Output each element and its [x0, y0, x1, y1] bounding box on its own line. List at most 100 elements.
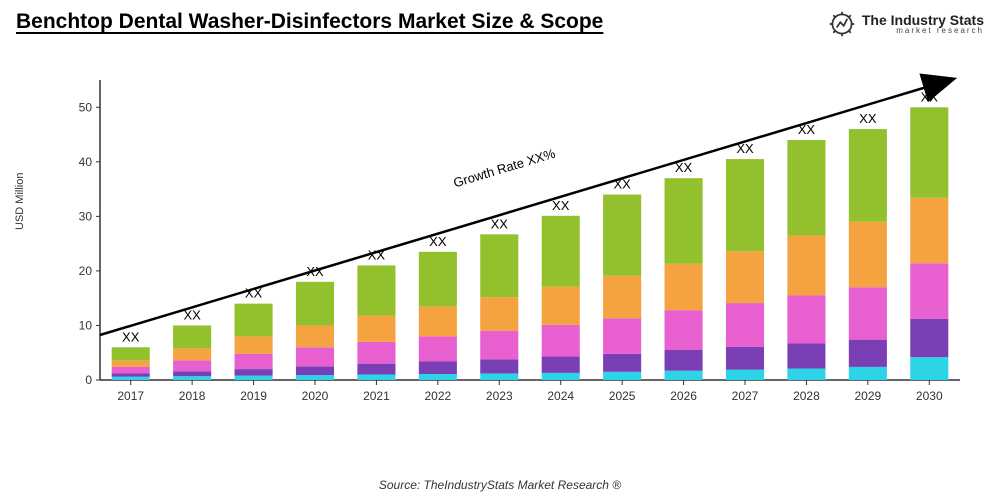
- bar-segment: [173, 376, 211, 380]
- stacked-bar-chart: 01020304050XX2017XX2018XX2019XX2020XX202…: [70, 60, 970, 420]
- x-tick-label: 2024: [547, 389, 574, 403]
- bar-segment: [665, 264, 703, 310]
- bar-segment: [173, 360, 211, 371]
- bar-segment: [665, 178, 703, 264]
- x-tick-label: 2030: [916, 389, 943, 403]
- bar-segment: [726, 303, 764, 347]
- y-tick-label: 30: [79, 209, 93, 223]
- bar-segment: [235, 336, 273, 353]
- bar-segment: [419, 361, 457, 374]
- bar-segment: [910, 263, 948, 319]
- bar-segment: [849, 287, 887, 339]
- bar-segment: [787, 343, 825, 368]
- bar-segment: [726, 251, 764, 303]
- bar-segment: [112, 367, 150, 374]
- bar-segment: [296, 282, 334, 326]
- x-tick-label: 2019: [240, 389, 267, 403]
- bar-segment: [910, 357, 948, 380]
- bar-segment: [787, 140, 825, 235]
- bar-segment: [910, 198, 948, 263]
- x-tick-label: 2017: [117, 389, 144, 403]
- bar-segment: [112, 377, 150, 380]
- bar-segment: [787, 369, 825, 380]
- source-attribution: Source: TheIndustryStats Market Research…: [0, 478, 1000, 492]
- bar-segment: [603, 318, 641, 353]
- logo-text-sub: market research: [862, 27, 984, 35]
- bar-segment: [419, 306, 457, 336]
- bar-value-label: XX: [921, 89, 939, 104]
- x-tick-label: 2023: [486, 389, 513, 403]
- bar-value-label: XX: [122, 329, 140, 344]
- bar-segment: [603, 276, 641, 319]
- bar-segment: [357, 316, 395, 342]
- bar-segment: [419, 252, 457, 307]
- bar-segment: [235, 369, 273, 376]
- bar-segment: [542, 373, 580, 380]
- bar-segment: [726, 370, 764, 380]
- bar-segment: [480, 331, 518, 359]
- bar-segment: [726, 347, 764, 370]
- bar-segment: [235, 376, 273, 380]
- bar-segment: [173, 348, 211, 360]
- bar-segment: [419, 374, 457, 380]
- growth-rate-label: Growth Rate XX%: [452, 146, 558, 191]
- bar-segment: [112, 347, 150, 360]
- x-tick-label: 2029: [855, 389, 882, 403]
- bar-segment: [603, 354, 641, 372]
- bar-segment: [235, 304, 273, 337]
- bar-segment: [849, 222, 887, 287]
- bar-segment: [603, 195, 641, 276]
- x-tick-label: 2018: [179, 389, 206, 403]
- bar-segment: [542, 325, 580, 357]
- bar-segment: [480, 234, 518, 297]
- bar-segment: [849, 367, 887, 380]
- gear-chart-icon: [828, 10, 856, 38]
- bar-segment: [357, 342, 395, 364]
- bar-segment: [296, 347, 334, 366]
- bar-segment: [849, 129, 887, 222]
- bar-segment: [910, 107, 948, 198]
- bar-segment: [480, 373, 518, 380]
- logo-text-main: The Industry Stats: [862, 13, 984, 27]
- y-tick-label: 0: [85, 373, 92, 387]
- bar-segment: [480, 297, 518, 331]
- bar-segment: [235, 354, 273, 369]
- bar-value-label: XX: [491, 216, 509, 231]
- bar-segment: [296, 375, 334, 380]
- bar-segment: [296, 325, 334, 347]
- y-tick-label: 50: [79, 100, 93, 114]
- y-tick-label: 10: [79, 318, 93, 332]
- bar-segment: [173, 325, 211, 348]
- bar-segment: [726, 159, 764, 251]
- bar-segment: [173, 371, 211, 376]
- x-tick-label: 2025: [609, 389, 636, 403]
- bar-segment: [542, 216, 580, 287]
- x-tick-label: 2021: [363, 389, 390, 403]
- y-tick-label: 40: [79, 155, 93, 169]
- bar-value-label: XX: [859, 111, 877, 126]
- bar-segment: [542, 357, 580, 373]
- header: Benchtop Dental Washer-Disinfectors Mark…: [0, 0, 1000, 38]
- bar-segment: [665, 371, 703, 380]
- bar-value-label: XX: [552, 198, 570, 213]
- page-title: Benchtop Dental Washer-Disinfectors Mark…: [16, 10, 603, 34]
- bar-segment: [849, 340, 887, 367]
- bar-segment: [665, 310, 703, 350]
- bar-segment: [357, 375, 395, 380]
- y-axis-label: USD Million: [14, 173, 26, 230]
- bar-segment: [419, 336, 457, 361]
- bar-segment: [296, 366, 334, 375]
- bar-segment: [910, 319, 948, 357]
- bar-segment: [112, 360, 150, 367]
- x-tick-label: 2020: [302, 389, 329, 403]
- bar-segment: [112, 373, 150, 376]
- x-tick-label: 2026: [670, 389, 697, 403]
- bar-segment: [665, 350, 703, 371]
- x-tick-label: 2027: [732, 389, 759, 403]
- y-tick-label: 20: [79, 264, 93, 278]
- bar-segment: [787, 235, 825, 295]
- bar-segment: [357, 265, 395, 315]
- brand-logo: The Industry Stats market research: [828, 10, 984, 38]
- bar-segment: [480, 359, 518, 373]
- bar-segment: [603, 372, 641, 380]
